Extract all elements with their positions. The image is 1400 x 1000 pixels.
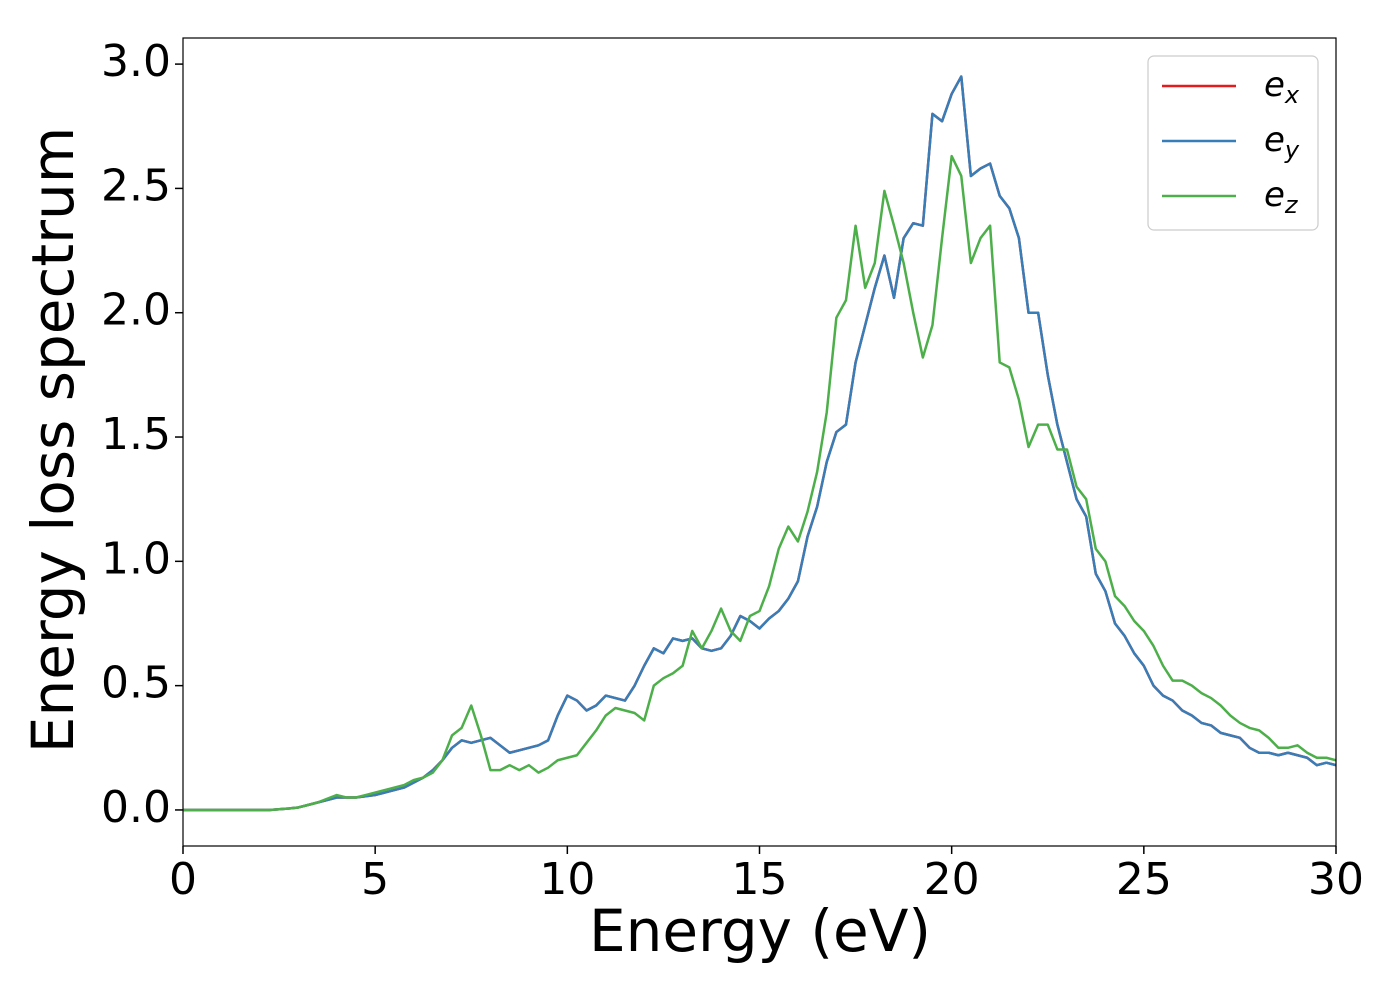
y-tick-label: 1.0 — [101, 533, 171, 584]
y-axis-label: Energy loss spectrum — [19, 127, 87, 753]
x-tick-label: 10 — [539, 854, 595, 905]
legend-label: ey — [1264, 120, 1300, 165]
legend-label: ex — [1264, 65, 1300, 110]
x-tick-label: 25 — [1116, 854, 1172, 905]
y-tick-label: 0.5 — [101, 658, 171, 709]
plot-frame — [182, 37, 1337, 847]
series-line — [183, 75, 1336, 812]
x-tick-label: 20 — [924, 854, 980, 905]
x-tick-label: 15 — [732, 854, 788, 905]
legend-label: ez — [1264, 175, 1299, 220]
x-tick-label: 30 — [1308, 854, 1364, 905]
y-tick-label: 1.5 — [101, 409, 171, 460]
series-line — [183, 154, 1336, 812]
x-tick-label: 0 — [169, 854, 197, 905]
x-axis-label: Energy (eV) — [589, 897, 931, 965]
y-tick-label: 3.0 — [101, 36, 171, 87]
y-tick-label: 2.5 — [101, 160, 171, 211]
x-tick-label: 5 — [361, 854, 389, 905]
y-tick-label: 0.0 — [101, 782, 171, 833]
legend-box — [1147, 55, 1319, 231]
y-tick-label: 2.0 — [101, 285, 171, 336]
